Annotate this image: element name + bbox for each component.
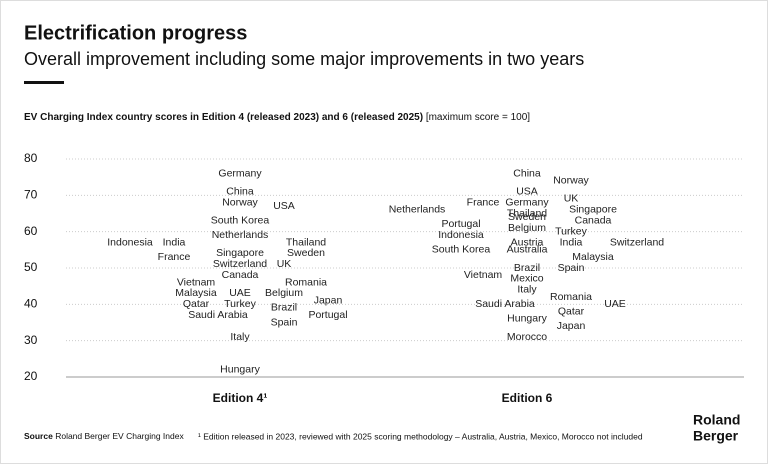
country-label: UAE [604,298,626,310]
country-label: Switzerland [610,236,664,248]
country-label: Turkey [555,225,587,237]
country-label: South Korea [432,244,491,256]
country-label: Germany [505,196,549,208]
country-label: Mexico [510,273,543,285]
logo-line1: Roland [693,412,740,428]
chart-subtitle-main: EV Charging Index country scores in Edit… [24,112,423,123]
accent-bar [24,81,64,84]
country-label: UK [277,258,292,270]
country-label: Malaysia [572,251,614,263]
country-label: Indonesia [107,236,153,248]
country-label: South Korea [211,215,270,227]
country-label: China [226,185,254,197]
country-label: UK [564,193,579,205]
footnote: ¹ Edition released in 2023, reviewed wit… [198,431,643,441]
country-label: Japan [557,320,586,332]
chart-subtitle: EV Charging Index country scores in Edit… [24,112,530,123]
chart-subtitle-note: [maximum score = 100] [426,112,530,123]
country-label: Thailand [507,207,547,219]
country-label: Indonesia [438,229,484,241]
country-label: Qatar [183,298,210,310]
x-category-label: Edition 4¹ [213,391,268,405]
subtitle: Overall improvement including some major… [24,49,584,69]
y-tick-label: 40 [24,297,38,311]
country-label: Norway [553,175,589,187]
country-label: Malaysia [175,287,217,299]
country-label: Netherlands [389,204,446,216]
country-label: Belgium [265,287,303,299]
y-tick-label: 20 [24,369,38,383]
country-label: Vietnam [177,276,216,288]
x-category-label: Edition 6 [502,391,553,405]
country-label: Germany [218,167,262,179]
country-label: Qatar [558,305,585,317]
logo-line2: Berger [693,428,739,444]
country-label: Italy [230,331,250,343]
country-label: Hungary [220,364,260,376]
country-label: Romania [285,276,327,288]
y-tick-label: 70 [24,188,38,202]
country-label: Vietnam [464,269,503,281]
country-label: Spain [271,316,298,328]
y-tick-label: 80 [24,151,38,165]
y-tick-label: 50 [24,260,38,274]
country-label: Saudi Arabia [475,298,535,310]
country-label: Canada [222,269,259,281]
country-label: Singapore [216,247,264,259]
country-label: Netherlands [212,229,269,241]
country-label: Portugal [441,218,480,230]
country-label: Italy [517,284,537,296]
country-label: Singapore [569,204,617,216]
y-tick-label: 60 [24,224,38,238]
country-label: China [513,167,541,179]
title: Electrification progress [24,22,247,44]
country-label: USA [273,200,295,212]
country-label: Switzerland [213,258,267,270]
country-label: Canada [575,215,612,227]
country-label: Japan [314,294,343,306]
country-label: Spain [558,262,585,274]
country-label: France [158,251,191,263]
country-label: France [467,196,500,208]
source-label: Source [24,431,53,441]
country-label: Brazil [271,302,297,314]
footer-source: Source Roland Berger EV Charging Index [24,431,184,441]
source-text: Roland Berger EV Charging Index [55,431,184,441]
country-label: India [163,236,186,248]
country-label: USA [516,185,538,197]
country-label: Belgium [508,222,546,234]
country-label: Saudi Arabia [188,309,248,321]
country-label: UAE [229,287,251,299]
country-label: Sweden [508,211,546,223]
country-label: Brazil [514,262,540,274]
country-label: Turkey [224,298,256,310]
country-label: India [560,236,583,248]
country-label: Portugal [308,309,347,321]
country-label: Romania [550,291,592,303]
country-label: Norway [222,196,258,208]
country-label: Hungary [507,313,547,325]
country-label: Austria [511,236,544,248]
country-label: Thailand [286,236,326,248]
country-label: Morocco [507,331,547,343]
country-label: Sweden [287,247,325,259]
country-label: Australia [507,244,548,256]
y-tick-label: 30 [24,333,38,347]
